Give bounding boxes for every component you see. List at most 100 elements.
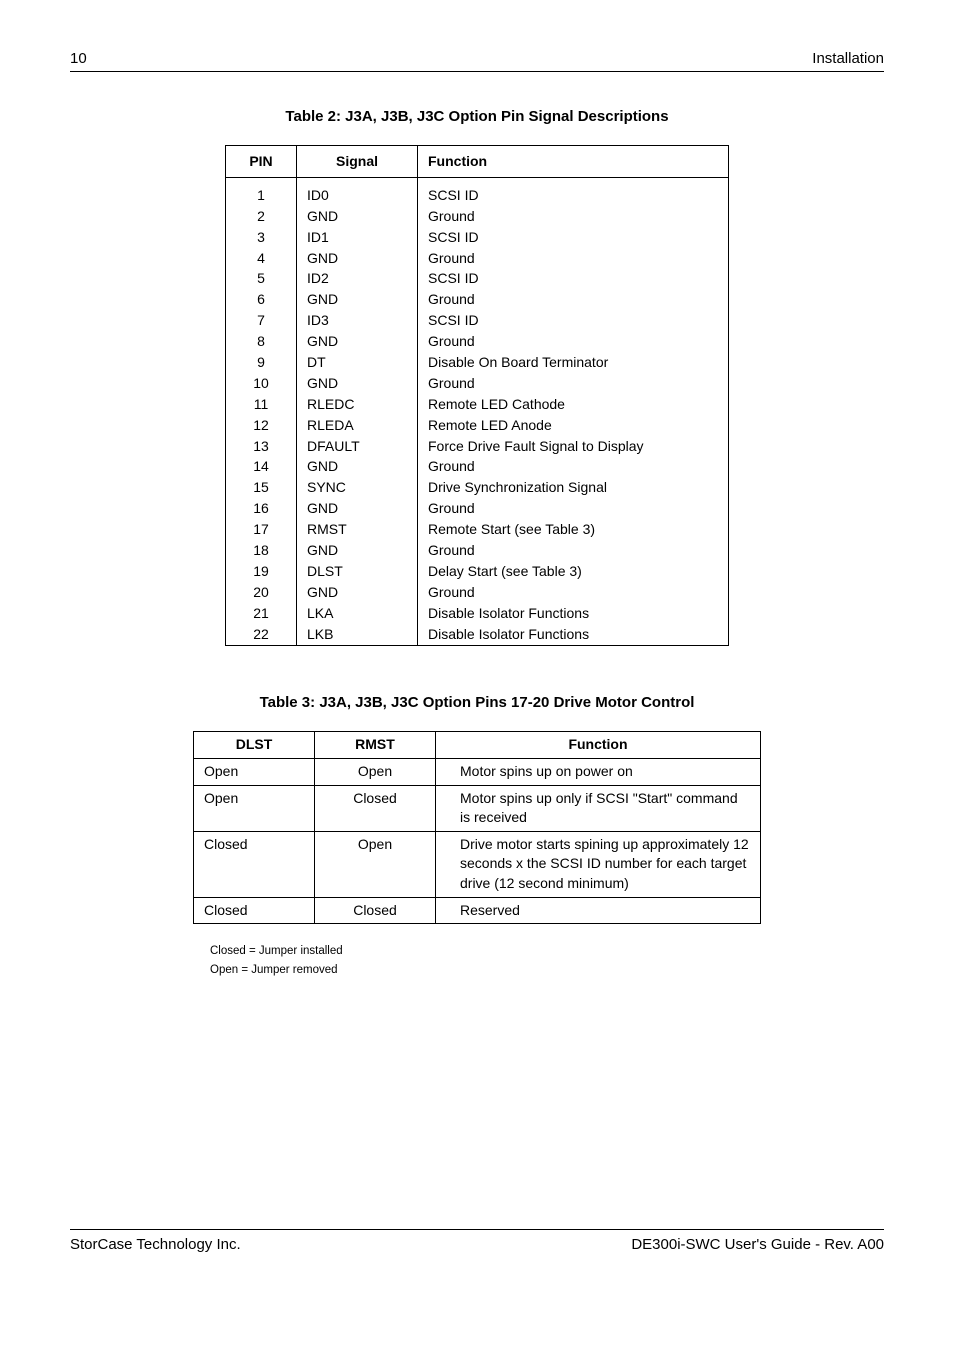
table-cell: Drive Synchronization Signal	[418, 477, 729, 498]
table-row: 2GNDGround	[226, 206, 729, 227]
table-cell: RMST	[297, 519, 418, 540]
table-cell: SYNC	[297, 477, 418, 498]
table-row: ClosedClosedReserved	[194, 897, 761, 924]
table3-wrap: DLST RMST Function OpenOpenMotor spins u…	[70, 731, 884, 924]
table-cell: Motor spins up only if SCSI "Start" comm…	[436, 785, 761, 831]
table-cell: Ground	[418, 248, 729, 269]
table-cell: SCSI ID	[418, 268, 729, 289]
table-row: 8GNDGround	[226, 331, 729, 352]
table-cell: Remote Start (see Table 3)	[418, 519, 729, 540]
table-row: ClosedOpenDrive motor starts spining up …	[194, 831, 761, 897]
table3-header-row: DLST RMST Function	[194, 732, 761, 759]
table3-header-rmst: RMST	[315, 732, 436, 759]
table2-header-row: PIN Signal Function	[226, 146, 729, 178]
table-row: 3ID1SCSI ID	[226, 227, 729, 248]
table-cell: 1	[226, 177, 297, 205]
table-cell: 8	[226, 331, 297, 352]
table-cell: Disable Isolator Functions	[418, 603, 729, 624]
table-cell: Remote LED Anode	[418, 415, 729, 436]
table-cell: 9	[226, 352, 297, 373]
table-cell: Ground	[418, 206, 729, 227]
table-cell: DT	[297, 352, 418, 373]
table-cell: Ground	[418, 498, 729, 519]
table-cell: Delay Start (see Table 3)	[418, 561, 729, 582]
table3-caption: Table 3: J3A, J3B, J3C Option Pins 17-20…	[70, 694, 884, 711]
table-cell: GND	[297, 373, 418, 394]
table-cell: 20	[226, 582, 297, 603]
table-cell: RLEDA	[297, 415, 418, 436]
table-cell: ID2	[297, 268, 418, 289]
table-cell: ID0	[297, 177, 418, 205]
table-cell: Closed	[315, 897, 436, 924]
legend-closed: Closed = Jumper installed	[210, 942, 884, 960]
table-cell: 6	[226, 289, 297, 310]
table-cell: Closed	[194, 831, 315, 897]
table-row: 15SYNCDrive Synchronization Signal	[226, 477, 729, 498]
table-cell: Open	[315, 759, 436, 786]
table-cell: Disable Isolator Functions	[418, 624, 729, 646]
table-row: 18GNDGround	[226, 540, 729, 561]
table-cell: Ground	[418, 540, 729, 561]
footer-doc-title: DE300i-SWC User's Guide - Rev. A00	[631, 1236, 884, 1253]
page-footer: StorCase Technology Inc. DE300i-SWC User…	[70, 1229, 884, 1253]
table-cell: 5	[226, 268, 297, 289]
table-row: 19DLSTDelay Start (see Table 3)	[226, 561, 729, 582]
page-header: 10 Installation	[70, 50, 884, 72]
table2-caption: Table 2: J3A, J3B, J3C Option Pin Signal…	[70, 108, 884, 125]
table-cell: LKB	[297, 624, 418, 646]
table-cell: GND	[297, 248, 418, 269]
table-row: 4GNDGround	[226, 248, 729, 269]
table-row: 12RLEDARemote LED Anode	[226, 415, 729, 436]
table3-body: OpenOpenMotor spins up on power onOpenCl…	[194, 759, 761, 924]
table-cell: 18	[226, 540, 297, 561]
table-cell: Closed	[315, 785, 436, 831]
legend: Closed = Jumper installed Open = Jumper …	[210, 942, 884, 979]
table-row: 5ID2SCSI ID	[226, 268, 729, 289]
table-cell: LKA	[297, 603, 418, 624]
table-cell: Closed	[194, 897, 315, 924]
table3: DLST RMST Function OpenOpenMotor spins u…	[193, 731, 761, 924]
table2-wrap: PIN Signal Function 1ID0SCSI ID2GNDGroun…	[70, 145, 884, 646]
table-cell: 22	[226, 624, 297, 646]
table-row: 1ID0SCSI ID	[226, 177, 729, 205]
table-cell: 19	[226, 561, 297, 582]
table-cell: Motor spins up on power on	[436, 759, 761, 786]
table-row: 6GNDGround	[226, 289, 729, 310]
table-cell: Ground	[418, 331, 729, 352]
table-row: 21LKADisable Isolator Functions	[226, 603, 729, 624]
table3-header-function: Function	[436, 732, 761, 759]
table-row: 7ID3SCSI ID	[226, 310, 729, 331]
table-cell: 17	[226, 519, 297, 540]
table-row: 9DTDisable On Board Terminator	[226, 352, 729, 373]
table-cell: 16	[226, 498, 297, 519]
table-cell: Remote LED Cathode	[418, 394, 729, 415]
table-cell: 2	[226, 206, 297, 227]
table-cell: 4	[226, 248, 297, 269]
table-row: 10GNDGround	[226, 373, 729, 394]
table-cell: ID1	[297, 227, 418, 248]
table-cell: 14	[226, 456, 297, 477]
table2-header-function: Function	[418, 146, 729, 178]
table-cell: GND	[297, 540, 418, 561]
table-cell: SCSI ID	[418, 227, 729, 248]
table-cell: 12	[226, 415, 297, 436]
table-cell: 10	[226, 373, 297, 394]
page: 10 Installation Table 2: J3A, J3B, J3C O…	[0, 0, 954, 1293]
footer-company: StorCase Technology Inc.	[70, 1236, 241, 1253]
page-number: 10	[70, 50, 87, 67]
table-cell: Ground	[418, 289, 729, 310]
table-cell: SCSI ID	[418, 177, 729, 205]
table-row: OpenOpenMotor spins up on power on	[194, 759, 761, 786]
table-cell: Reserved	[436, 897, 761, 924]
table2-header-signal: Signal	[297, 146, 418, 178]
table-cell: GND	[297, 331, 418, 352]
section-title: Installation	[812, 50, 884, 67]
table-cell: Disable On Board Terminator	[418, 352, 729, 373]
table-cell: GND	[297, 498, 418, 519]
table-row: 20GNDGround	[226, 582, 729, 603]
table-cell: GND	[297, 456, 418, 477]
table-cell: DFAULT	[297, 436, 418, 457]
table-cell: 13	[226, 436, 297, 457]
table-cell: Ground	[418, 373, 729, 394]
table2-body: 1ID0SCSI ID2GNDGround3ID1SCSI ID4GNDGrou…	[226, 177, 729, 646]
